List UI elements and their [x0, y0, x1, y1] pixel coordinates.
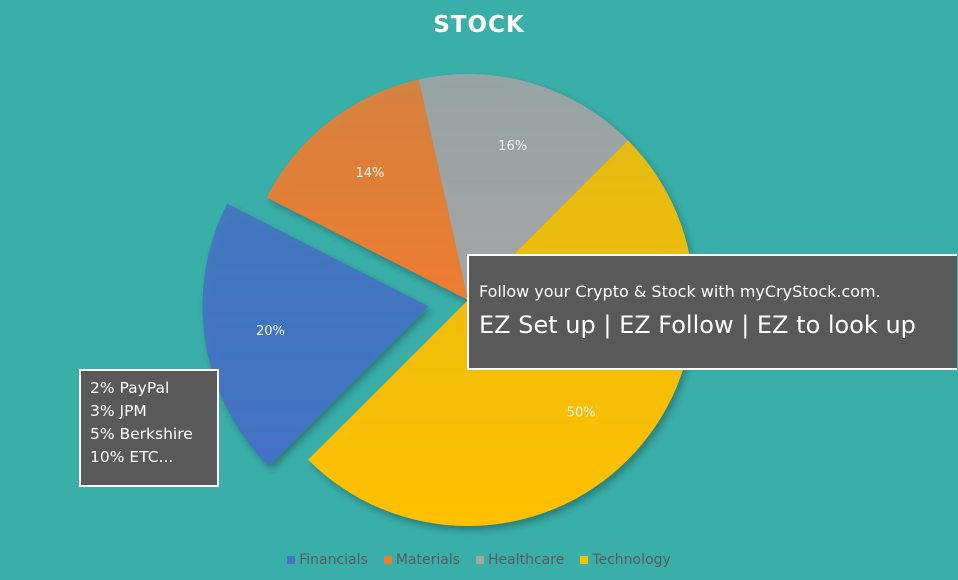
pie-slice-healthcare: [418, 73, 628, 300]
legend-swatch: [383, 556, 392, 564]
holding-line: 5% Berkshire: [90, 425, 193, 443]
pie-slice-financials: [202, 203, 429, 467]
legend-item-financials: Financials: [287, 552, 368, 568]
slice-label-technology: 50%: [567, 406, 596, 421]
legend-swatch: [476, 556, 485, 564]
promo-textbox: Follow your Crypto & Stock with myCrySto…: [467, 254, 957, 370]
holdings-textbox: 2% PayPal 3% JPM 5% Berkshire 10% ETC...: [79, 369, 219, 487]
legend-swatch: [287, 556, 296, 564]
holding-line: 10% ETC...: [90, 448, 174, 466]
pie-slice-materials: [266, 79, 468, 300]
holding-line: 3% JPM: [90, 402, 147, 420]
legend-label: Technology: [592, 552, 671, 568]
slice-label-financials: 20%: [256, 324, 285, 339]
slice-label-materials: 14%: [355, 166, 384, 181]
legend-item-healthcare: Healthcare: [476, 552, 564, 568]
promo-line-2: EZ Set up | EZ Follow | EZ to look up: [479, 311, 916, 339]
holding-line: 2% PayPal: [90, 379, 170, 397]
slice-label-healthcare: 16%: [498, 139, 527, 154]
legend-item-materials: Materials: [383, 552, 461, 568]
legend-label: Healthcare: [488, 552, 565, 568]
promo-line-1: Follow your Crypto & Stock with myCrySto…: [479, 282, 881, 301]
legend-item-technology: Technology: [580, 552, 671, 568]
legend-label: Financials: [299, 552, 368, 568]
legend-swatch: [580, 556, 589, 564]
chart-title: STOCK: [433, 12, 525, 38]
chart-legend: Financials Materials Healthcare Technology: [0, 552, 958, 568]
legend-label: Materials: [395, 552, 461, 568]
pie-slice-labels: 50% 20% 14% 16%: [256, 139, 596, 421]
